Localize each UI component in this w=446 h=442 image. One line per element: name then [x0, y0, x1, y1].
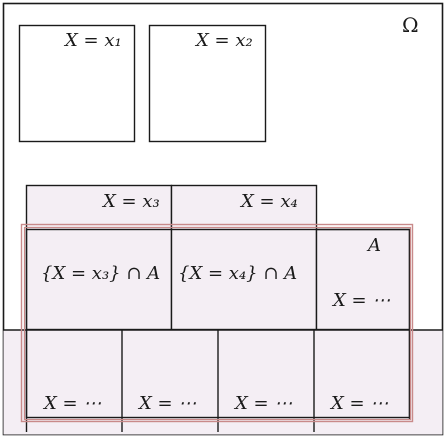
label-bottom-dots-2: X = ⋯	[137, 393, 196, 414]
label-x4-cap-a: {X = x₄} ∩ A	[178, 263, 297, 284]
label-bottom-dots-3: X = ⋯	[233, 393, 292, 414]
set-a-label: A	[366, 235, 381, 256]
label-bottom-dots-1: X = ⋯	[42, 393, 101, 414]
bottom-band	[3, 330, 443, 435]
label-x1: X = x₁	[63, 30, 122, 51]
cell-x1	[18, 24, 136, 143]
set-a-border-inner	[23, 226, 412, 421]
label-x3-cap-a: {X = x₃} ∩ A	[41, 263, 160, 284]
label-right-dots: X = ⋯	[331, 290, 390, 311]
label-x4: X = x₄	[239, 191, 298, 212]
set-a-border-outer	[20, 223, 414, 423]
label-x3: X = x₃	[101, 191, 160, 212]
cell-x2	[148, 24, 267, 143]
set-a-inner	[25, 228, 411, 419]
label-x2: X = x₂	[194, 30, 253, 51]
cell-right-dots	[315, 228, 411, 331]
omega-label: Ω	[402, 13, 419, 37]
label-bottom-dots-4: X = ⋯	[329, 393, 388, 414]
